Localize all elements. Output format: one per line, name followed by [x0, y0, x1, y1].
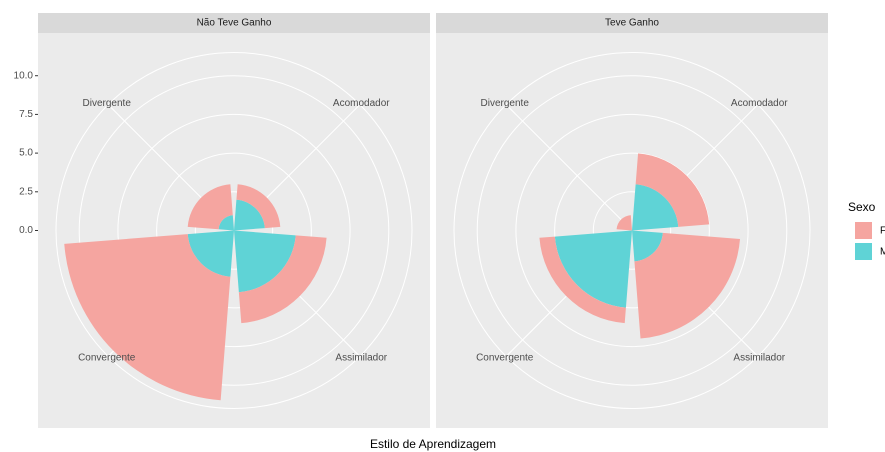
bar-segment [632, 230, 663, 262]
outer-circle [453, 52, 811, 409]
strip-bg [38, 13, 430, 33]
category-label: Acomodador [731, 98, 788, 109]
grid-circle [476, 75, 788, 386]
bar-segment [238, 235, 327, 324]
strip-label: Teve Ganho [605, 18, 659, 29]
legend-title: Sexo [848, 200, 876, 214]
y-tick-label: 0.0 [19, 225, 33, 236]
grid-circle [78, 75, 390, 386]
bar-segment [218, 215, 234, 231]
grid-circle [515, 113, 749, 348]
y-tick-label: 5.0 [19, 148, 33, 159]
strip-bg [436, 13, 828, 33]
category-label: Convergente [476, 352, 534, 363]
bar-segment [64, 234, 231, 401]
grid-circle [554, 152, 710, 309]
grid-circle [156, 152, 312, 309]
category-label: Divergente [481, 98, 530, 109]
outer-circle [55, 52, 413, 409]
strip-label: Não Teve Ganho [197, 18, 272, 29]
grid-circle [117, 113, 351, 348]
bar-segment [187, 184, 233, 230]
bar-segment [616, 215, 632, 231]
y-tick-label: 2.5 [19, 186, 33, 197]
bar-segment [635, 153, 710, 227]
category-label: Convergente [78, 352, 136, 363]
bar-segment [554, 230, 632, 308]
x-axis-label: Estilo de Aprendizagem [370, 437, 496, 451]
legend-label: M [880, 247, 885, 258]
bar-segment [632, 184, 679, 231]
bar-segment [234, 230, 296, 293]
y-tick-label: 10.0 [14, 70, 34, 81]
category-label: Assimilador [335, 352, 387, 363]
category-label: Acomodador [333, 98, 390, 109]
legend-label: F [880, 226, 885, 237]
bar-segment [187, 230, 234, 277]
grid-circle [194, 191, 274, 270]
bar-segment [634, 232, 741, 339]
category-label: Divergente [83, 98, 132, 109]
legend-key [855, 222, 872, 239]
bar-segment [236, 184, 281, 229]
y-tick-label: 7.5 [19, 109, 33, 120]
legend-key [855, 243, 872, 260]
category-label: Assimilador [733, 352, 785, 363]
grid-circle [592, 191, 672, 270]
bar-segment [539, 236, 626, 324]
bar-segment [234, 199, 265, 231]
grid-spoke [505, 104, 633, 231]
